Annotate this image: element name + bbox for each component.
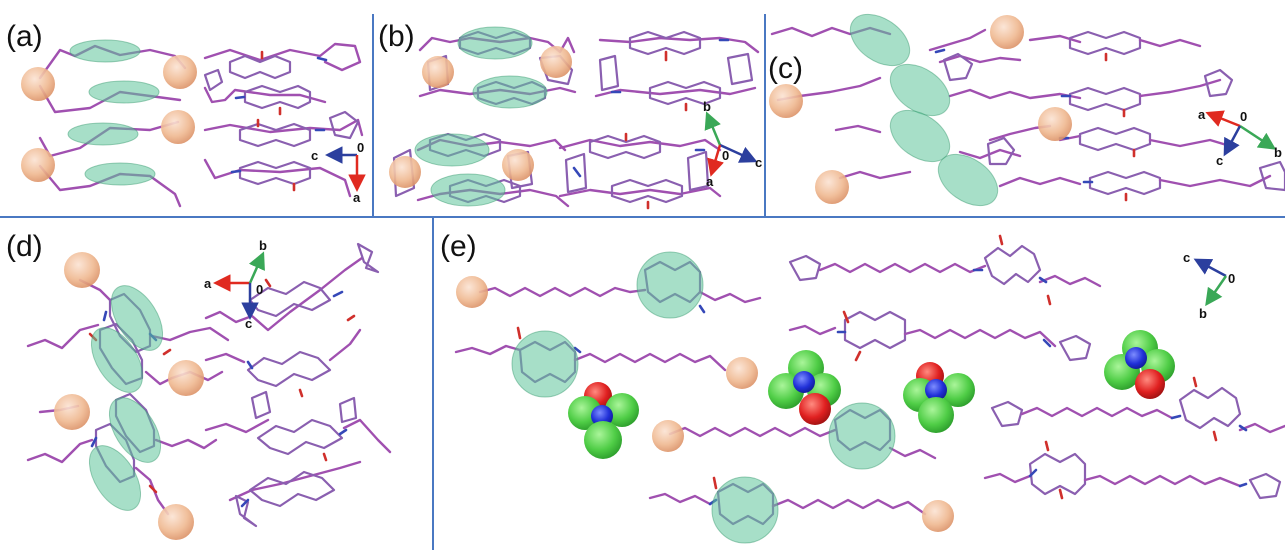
axis-c-label: c <box>311 148 318 163</box>
morpholine-sphere <box>168 360 204 396</box>
morpholine-sphere <box>502 149 534 181</box>
morpholine-sphere <box>922 500 954 532</box>
axis-triad-c: a 0 b c <box>1198 107 1282 168</box>
panel-e: (e) <box>440 230 1285 544</box>
aromatic-highlight <box>88 80 160 104</box>
aromatic-highlight <box>414 133 490 167</box>
axis-b-label: b <box>703 99 711 114</box>
axis-triad-a: 0 c a <box>311 140 366 205</box>
aromatic-highlight <box>889 109 951 163</box>
morpholine-sphere <box>540 46 572 78</box>
axis-c-label: c <box>1183 250 1190 265</box>
aromatic-highlight <box>69 39 141 63</box>
axis-triad-e: c 0 b <box>1183 250 1235 321</box>
panel-b-label: (b) <box>378 20 415 53</box>
panel-a-label: (a) <box>6 20 43 53</box>
axis-a-label: a <box>353 190 361 205</box>
morpholine-sphere <box>54 394 90 430</box>
aromatic-highlight <box>511 330 579 398</box>
axis-triad-d: a b 0 c <box>204 238 267 331</box>
panel-d-label: (d) <box>6 230 43 263</box>
morpholine-sphere <box>389 156 421 188</box>
morpholine-sphere <box>422 56 454 88</box>
panel-a: (a) <box>6 20 366 208</box>
aromatic-highlight <box>472 75 548 109</box>
axis-a-label: a <box>1198 107 1206 122</box>
aromatic-highlight <box>430 173 506 207</box>
morpholine-sphere <box>815 170 849 204</box>
axis-origin-label: 0 <box>357 140 364 155</box>
axis-origin-label: 0 <box>722 148 729 163</box>
axis-b-label: b <box>259 238 267 253</box>
aromatic-highlight <box>457 26 533 60</box>
axis-origin-label: 0 <box>256 282 263 297</box>
morpholine-sphere <box>64 252 100 288</box>
axis-b-label: b <box>1274 145 1282 160</box>
aromatic-highlight <box>828 402 896 470</box>
aromatic-highlight <box>889 63 951 117</box>
panel-b: (b) <box>378 20 762 210</box>
morpholine-sphere <box>21 67 55 101</box>
solvent-molecule <box>1104 330 1175 399</box>
axis-origin-label: 0 <box>1240 109 1247 124</box>
solvent-molecule <box>903 362 975 433</box>
panel-c: (c) <box>768 13 1285 207</box>
axis-b-label: b <box>1199 306 1207 321</box>
aromatic-highlight <box>90 327 144 393</box>
axis-c-label: c <box>245 316 252 331</box>
morpholine-sphere <box>456 276 488 308</box>
axis-a-label: a <box>204 276 212 291</box>
solvent-molecule <box>768 350 841 425</box>
morpholine-sphere <box>990 15 1024 49</box>
aromatic-highlight <box>849 13 911 67</box>
aromatic-highlight <box>67 122 139 146</box>
morpholine-sphere <box>652 420 684 452</box>
solvent-molecule <box>568 382 639 459</box>
panel-c-label: (c) <box>768 52 803 85</box>
morpholine-sphere <box>769 84 803 118</box>
axis-triad-b: b 0 c a <box>703 99 762 189</box>
morpholine-sphere <box>726 357 758 389</box>
morpholine-sphere <box>161 110 195 144</box>
panel-e-label: (e) <box>440 230 477 263</box>
aromatic-highlight <box>88 445 142 511</box>
axis-c-label: c <box>755 155 762 170</box>
morpholine-sphere <box>1038 107 1072 141</box>
panel-d: (d) <box>6 230 392 540</box>
aromatic-highlight <box>110 285 164 351</box>
morpholine-sphere <box>163 55 197 89</box>
aromatic-highlight <box>84 162 156 186</box>
aromatic-highlight <box>711 476 779 544</box>
axis-a-label: a <box>706 174 714 189</box>
aromatic-highlight <box>937 153 999 207</box>
aromatic-highlight <box>108 397 162 463</box>
morpholine-sphere <box>158 504 194 540</box>
morpholine-sphere <box>21 148 55 182</box>
axis-origin-label: 0 <box>1228 271 1235 286</box>
axis-c-label: c <box>1216 153 1223 168</box>
aromatic-highlight <box>636 251 704 319</box>
